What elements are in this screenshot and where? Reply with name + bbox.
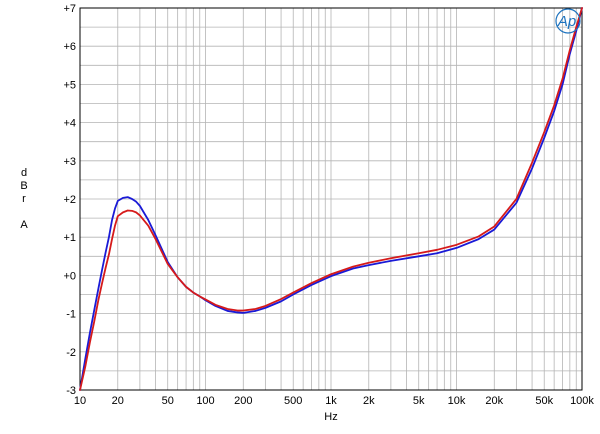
series-line-1 [79, 7, 583, 391]
x-tick-label: 10 [74, 395, 86, 407]
x-tick-label: 1k [325, 395, 337, 407]
y-axis-label-char: B [20, 180, 27, 192]
y-tick-label: +6 [63, 41, 76, 53]
y-tick-labels: +7 +6 +5 +4 +3 +2 +1 +0 -1 -2 -3 [63, 3, 76, 397]
x-tick-label: 2k [363, 395, 375, 407]
y-axis-label-char: d [21, 167, 27, 179]
x-tick-label: 5k [413, 395, 425, 407]
y-axis-label: dBr A [20, 167, 28, 231]
x-tick-label: 100 [196, 395, 214, 407]
x-tick-labels: 10 20 50 100 200 500 1k 2k 5k 10k 20k 50k 100k [74, 395, 595, 407]
x-tick-label: 20 [112, 395, 124, 407]
plot-frame [79, 7, 583, 391]
x-tick-label: 500 [284, 395, 302, 407]
y-tick-label: -3 [66, 385, 76, 397]
x-tick-label: 50k [535, 395, 553, 407]
x-tick-label: 20k [485, 395, 503, 407]
x-axis-label: Hz [324, 411, 337, 423]
ap-logo: Ap [555, 8, 581, 34]
grid [80, 8, 582, 390]
y-axis-label-char: r [22, 193, 26, 205]
y-tick-label: -1 [66, 309, 76, 321]
y-tick-label: -2 [66, 347, 76, 359]
x-tick-label: 200 [234, 395, 252, 407]
y-tick-label: +3 [63, 156, 76, 168]
series-line-2 [79, 7, 583, 391]
ap-logo-ring [555, 8, 581, 34]
y-axis-label-char: A [20, 219, 28, 231]
y-tick-label: +7 [63, 3, 76, 15]
y-tick-label: +5 [63, 79, 76, 91]
x-tick-label: 50 [162, 395, 174, 407]
y-tick-label: +2 [63, 194, 76, 206]
ap-logo-text: Ap [557, 13, 576, 30]
y-tick-label: +0 [63, 270, 76, 282]
y-tick-label: +4 [63, 118, 76, 130]
x-tick-label: 100k [570, 395, 594, 407]
series-group [79, 7, 583, 391]
y-tick-label: +1 [63, 232, 76, 244]
x-tick-label: 10k [448, 395, 466, 407]
